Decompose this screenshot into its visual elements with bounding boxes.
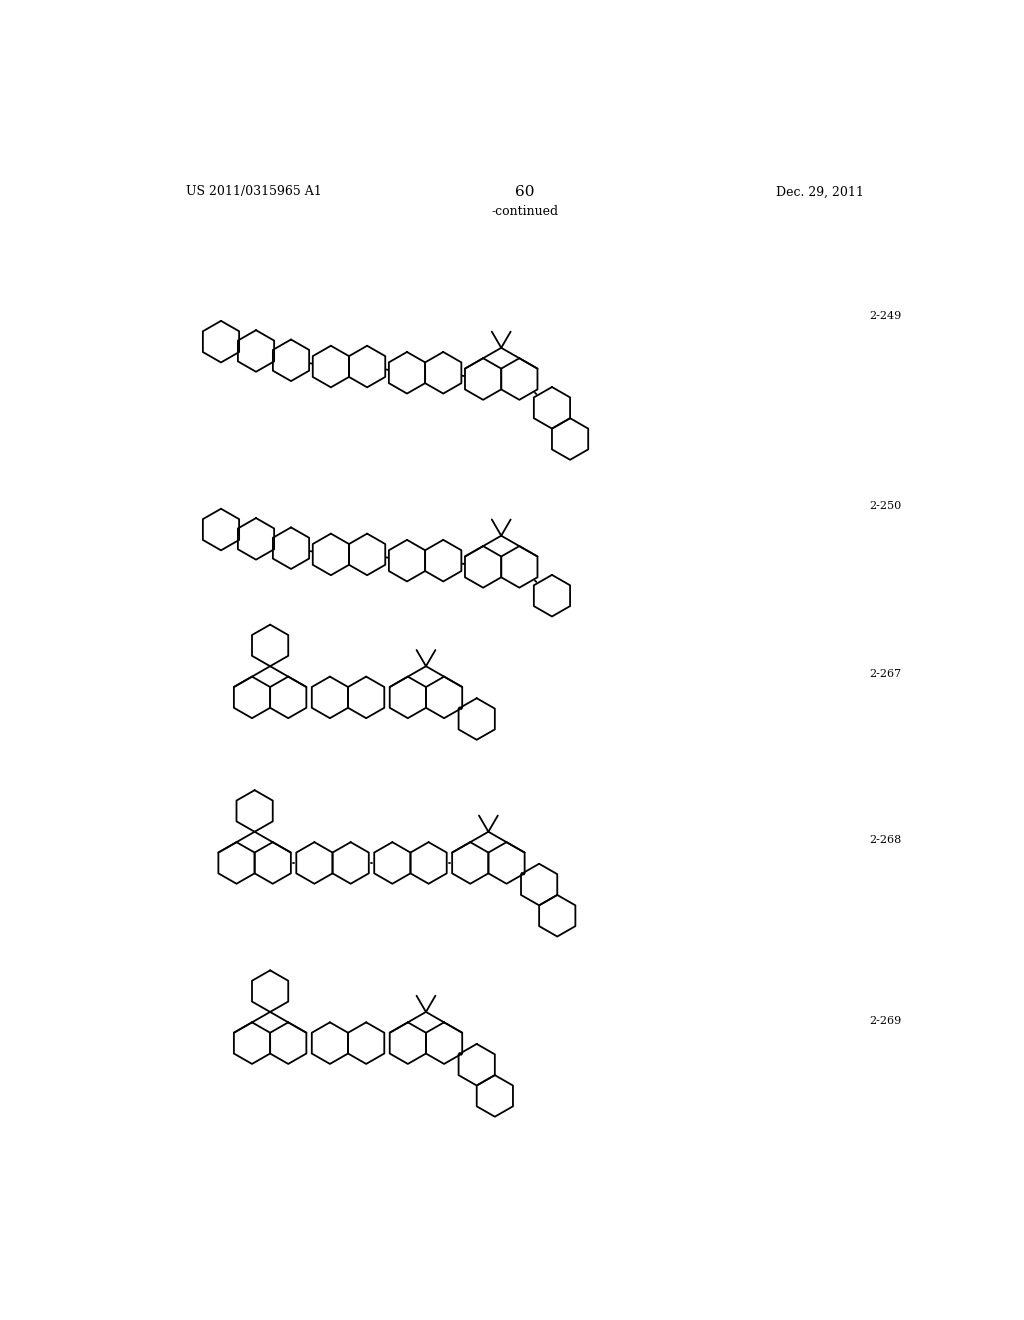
Text: 2-268: 2-268: [869, 834, 902, 845]
Text: 2-249: 2-249: [869, 312, 902, 321]
Text: 2-267: 2-267: [869, 669, 902, 680]
Text: US 2011/0315965 A1: US 2011/0315965 A1: [186, 185, 322, 198]
Text: Dec. 29, 2011: Dec. 29, 2011: [776, 185, 864, 198]
Text: 2-250: 2-250: [869, 502, 902, 511]
Text: 60: 60: [515, 185, 535, 199]
Text: 2-269: 2-269: [869, 1016, 902, 1026]
Text: -continued: -continued: [492, 205, 558, 218]
